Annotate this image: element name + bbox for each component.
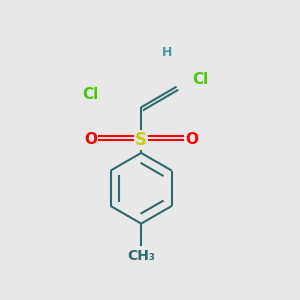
Text: O: O bbox=[84, 132, 97, 147]
Text: CH₃: CH₃ bbox=[127, 249, 155, 262]
Text: Cl: Cl bbox=[193, 72, 209, 87]
Text: O: O bbox=[185, 132, 198, 147]
Text: Cl: Cl bbox=[82, 87, 98, 102]
Text: S: S bbox=[135, 131, 147, 149]
Text: H: H bbox=[162, 46, 172, 59]
